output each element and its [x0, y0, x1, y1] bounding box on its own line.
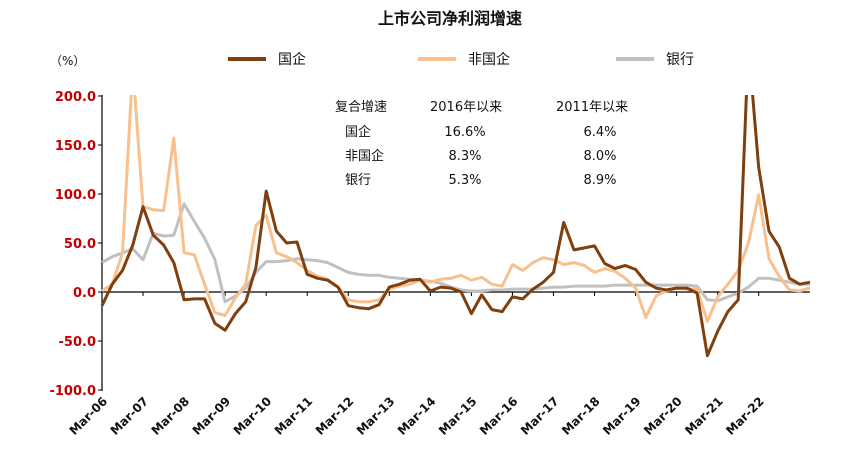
y-tick-label: -100.0: [49, 384, 96, 399]
legend: 国企 非国企 银行: [228, 51, 694, 68]
table-header-label: 复合增速: [335, 100, 387, 115]
x-tick-label: Mar-11: [272, 394, 316, 438]
legend-label-non-soe: 非国企: [468, 51, 510, 68]
chart-title: 上市公司净利润增速: [378, 9, 522, 28]
legend-label-soe: 国企: [278, 51, 306, 68]
x-tick-label: Mar-12: [313, 394, 357, 438]
series-lines: [100, 95, 811, 358]
table-row-bank-2016: 5.3%: [448, 173, 481, 188]
x-tick-label: Mar-19: [600, 394, 644, 438]
x-tick-label: Mar-17: [518, 394, 562, 438]
x-tick-label: Mar-18: [559, 394, 603, 438]
y-tick-label: 150.0: [55, 139, 96, 154]
table-row-soe-label: 国企: [345, 124, 371, 140]
legend-label-bank: 银行: [666, 52, 694, 68]
legend-item-bank: 银行: [616, 52, 694, 68]
x-tick-label: Mar-08: [149, 394, 193, 438]
x-tick-label: Mar-09: [190, 394, 234, 438]
x-tick-label: Mar-21: [682, 394, 726, 438]
table-header-since-2016: 2016年以来: [430, 100, 502, 115]
series-line-bank: [101, 202, 810, 304]
table-row-soe-2011: 6.4%: [583, 125, 616, 140]
table-row-bank-label: 银行: [345, 173, 371, 188]
y-tick-label: 50.0: [64, 237, 96, 252]
table-row-non-soe-2011: 8.0%: [583, 149, 616, 164]
series-line-soe: [100, 95, 811, 358]
y-tick-label: 0.0: [73, 286, 96, 301]
legend-item-soe: 国企: [228, 51, 306, 68]
x-tick-label: Mar-07: [108, 394, 152, 438]
unit-label: （%）: [50, 54, 85, 68]
table-row-soe-2016: 16.6%: [444, 125, 485, 140]
x-tick-label: Mar-20: [641, 394, 685, 438]
table-row-non-soe-label: 非国企: [345, 148, 384, 164]
table-row-non-soe-2016: 8.3%: [448, 149, 481, 164]
table-header-since-2011: 2011年以来: [556, 100, 628, 115]
x-tick-label: Mar-13: [354, 394, 398, 438]
x-tick-label: Mar-15: [436, 394, 480, 438]
x-tick-label: Mar-06: [67, 394, 111, 438]
growth-table: 复合增速 2016年以来 2011年以来 国企 16.6% 6.4% 非国企 8…: [335, 100, 628, 188]
x-tick-label: Mar-14: [395, 394, 439, 438]
legend-item-non-soe: 非国企: [418, 51, 510, 68]
x-tick-label: Mar-16: [477, 394, 521, 438]
x-axis-ticks: Mar-06Mar-07Mar-08Mar-09Mar-10Mar-11Mar-…: [67, 292, 767, 438]
x-tick-label: Mar-22: [723, 394, 767, 438]
table-row-bank-2011: 8.9%: [583, 173, 616, 188]
y-tick-label: 200.0: [55, 90, 96, 105]
y-axis-ticks: 200.0 150.0 100.0 50.0 0.0 -50.0 -100.0: [49, 90, 102, 399]
y-tick-label: 100.0: [55, 188, 96, 203]
x-tick-label: Mar-10: [231, 394, 275, 438]
y-tick-label: -50.0: [59, 335, 96, 350]
